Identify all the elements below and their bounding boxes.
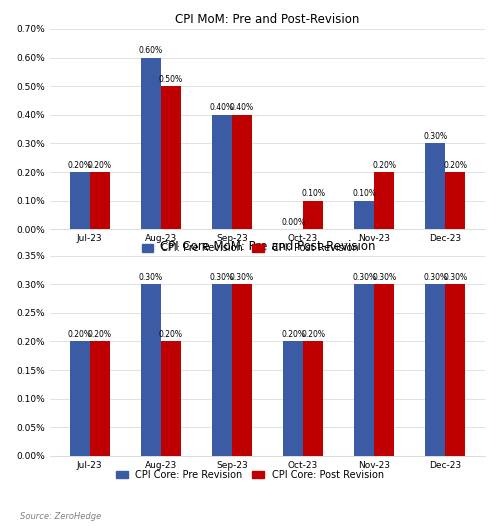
Bar <box>70 172 89 229</box>
Bar <box>212 115 232 229</box>
Bar <box>141 57 161 229</box>
Bar <box>141 284 161 456</box>
Text: 0.10%: 0.10% <box>352 189 376 198</box>
Bar <box>232 115 252 229</box>
Bar <box>90 341 110 456</box>
Text: 0.30%: 0.30% <box>352 273 376 282</box>
Text: 0.30%: 0.30% <box>443 273 468 282</box>
Bar <box>232 284 252 456</box>
Text: Source: ZeroHedge: Source: ZeroHedge <box>20 512 101 521</box>
Bar <box>354 284 374 456</box>
Bar <box>374 172 394 229</box>
Text: 0.50%: 0.50% <box>158 75 183 84</box>
Text: 0.30%: 0.30% <box>424 273 448 282</box>
Text: 0.30%: 0.30% <box>230 273 254 282</box>
Text: 0.40%: 0.40% <box>230 103 254 112</box>
Text: 0.20%: 0.20% <box>88 161 112 170</box>
Text: 0.20%: 0.20% <box>68 161 92 170</box>
Bar <box>354 201 374 229</box>
Bar <box>446 284 465 456</box>
Text: 0.30%: 0.30% <box>372 273 396 282</box>
Text: 0.20%: 0.20% <box>444 161 468 170</box>
Text: 0.30%: 0.30% <box>139 273 163 282</box>
Bar <box>90 172 110 229</box>
Bar <box>303 201 323 229</box>
Bar <box>283 341 303 456</box>
Text: 0.20%: 0.20% <box>68 330 92 339</box>
Text: 0.20%: 0.20% <box>301 330 325 339</box>
Title: CPI MoM: Pre and Post-Revision: CPI MoM: Pre and Post-Revision <box>176 13 360 26</box>
Text: 0.20%: 0.20% <box>372 161 396 170</box>
Text: 0.20%: 0.20% <box>159 330 183 339</box>
Bar <box>426 143 446 229</box>
Text: 0.00%: 0.00% <box>281 218 305 227</box>
Title: CPI Core MoM: Pre and Post-Revision: CPI Core MoM: Pre and Post-Revision <box>160 240 375 253</box>
Bar <box>161 86 180 229</box>
Bar <box>374 284 394 456</box>
Text: 0.60%: 0.60% <box>139 46 163 55</box>
Bar <box>212 284 232 456</box>
Bar <box>70 341 89 456</box>
Legend: CPI Core: Pre Revision, CPI Core: Post Revision: CPI Core: Pre Revision, CPI Core: Post R… <box>112 466 388 484</box>
Bar <box>446 172 465 229</box>
Text: 0.40%: 0.40% <box>210 103 234 112</box>
Bar <box>426 284 446 456</box>
Text: 0.30%: 0.30% <box>424 132 448 141</box>
Text: 0.10%: 0.10% <box>301 189 325 198</box>
Bar <box>303 341 323 456</box>
Bar <box>161 341 180 456</box>
Legend: CPI: Pre Revision, CPI: Post Revision: CPI: Pre Revision, CPI: Post Revision <box>138 239 362 257</box>
Text: 0.30%: 0.30% <box>210 273 234 282</box>
Text: 0.20%: 0.20% <box>281 330 305 339</box>
Text: 0.20%: 0.20% <box>88 330 112 339</box>
